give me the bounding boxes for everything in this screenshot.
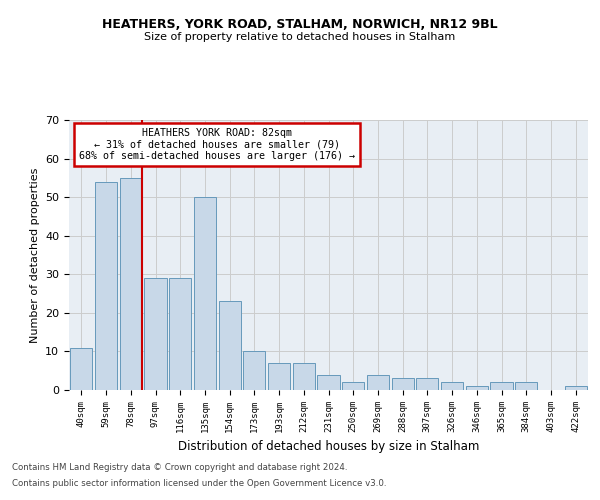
Bar <box>441 382 463 390</box>
Bar <box>145 278 167 390</box>
Bar <box>194 197 216 390</box>
Bar <box>243 352 265 390</box>
Bar <box>367 374 389 390</box>
Text: HEATHERS YORK ROAD: 82sqm
← 31% of detached houses are smaller (79)
68% of semi-: HEATHERS YORK ROAD: 82sqm ← 31% of detac… <box>79 128 355 162</box>
Y-axis label: Number of detached properties: Number of detached properties <box>29 168 40 342</box>
Bar <box>342 382 364 390</box>
Text: HEATHERS, YORK ROAD, STALHAM, NORWICH, NR12 9BL: HEATHERS, YORK ROAD, STALHAM, NORWICH, N… <box>102 18 498 30</box>
Bar <box>317 374 340 390</box>
Text: Size of property relative to detached houses in Stalham: Size of property relative to detached ho… <box>145 32 455 42</box>
Bar <box>119 178 142 390</box>
Bar <box>95 182 117 390</box>
Bar <box>466 386 488 390</box>
X-axis label: Distribution of detached houses by size in Stalham: Distribution of detached houses by size … <box>178 440 479 454</box>
Bar <box>416 378 439 390</box>
Bar <box>268 363 290 390</box>
Text: Contains HM Land Registry data © Crown copyright and database right 2024.: Contains HM Land Registry data © Crown c… <box>12 464 347 472</box>
Bar <box>293 363 315 390</box>
Text: Contains public sector information licensed under the Open Government Licence v3: Contains public sector information licen… <box>12 478 386 488</box>
Bar <box>392 378 414 390</box>
Bar <box>565 386 587 390</box>
Bar <box>169 278 191 390</box>
Bar <box>490 382 512 390</box>
Bar <box>70 348 92 390</box>
Bar <box>515 382 538 390</box>
Bar <box>218 302 241 390</box>
